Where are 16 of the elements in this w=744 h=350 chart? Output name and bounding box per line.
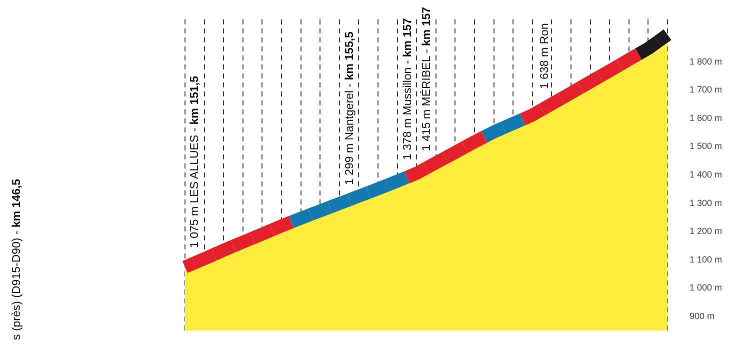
y-tick-label: 1 000 m — [689, 282, 722, 293]
annotation: 1 075 m LES ALLUES - km 151,5 — [188, 76, 202, 248]
y-tick-label: 1 100 m — [689, 254, 722, 264]
annotation: 1 638 m Ron — [538, 23, 552, 89]
y-tick-label: 1 600 m — [689, 112, 722, 123]
y-tick-label: 1 300 m — [689, 198, 722, 208]
y-tick-label: 1 700 m — [689, 84, 722, 95]
text: s (près) (D915-D90) - km 146,5 — [10, 178, 24, 340]
y-tick-label: 1 400 m — [689, 169, 722, 180]
annotation: 1 299 m Nantgerel - km 155,5 — [343, 32, 357, 185]
y-tick-label: 1 500 m — [689, 141, 722, 152]
y-tick-label: 1 800 m — [689, 56, 722, 66]
annotation: 1 415 m MÉRIBEL - km 157 — [420, 6, 434, 151]
y-tick-label: 1 200 m — [689, 226, 722, 236]
annotation: 1 378 m Mussillon - km 157 — [401, 18, 415, 160]
y-tick-label: 900 m — [689, 310, 714, 321]
